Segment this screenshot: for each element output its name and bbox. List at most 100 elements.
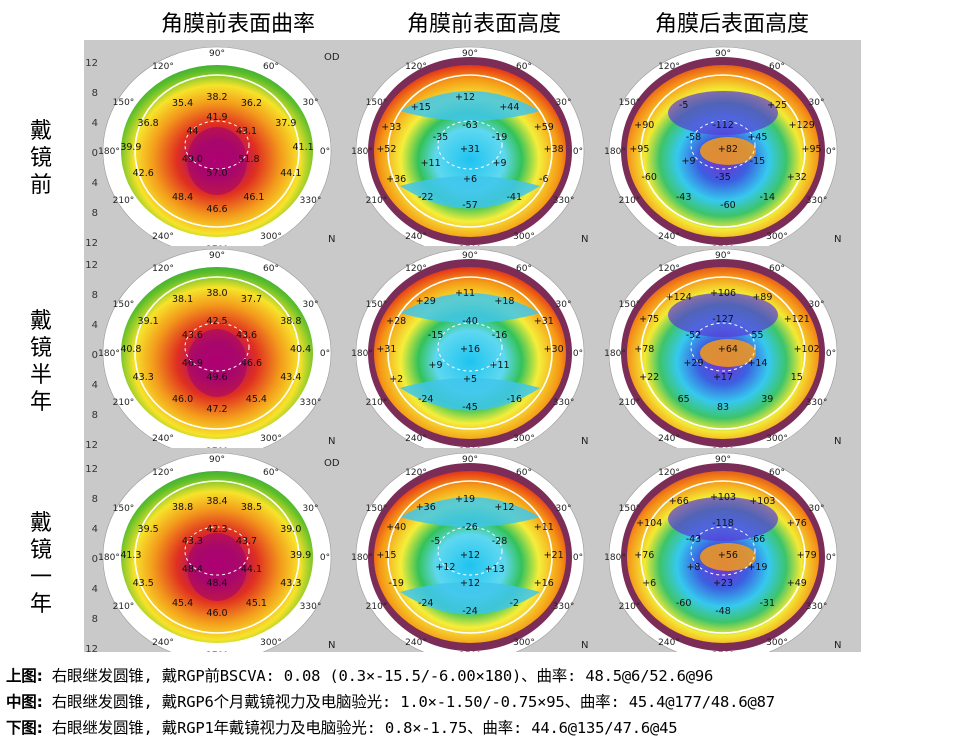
angle-label: 330° bbox=[553, 196, 575, 206]
angle-label: 330° bbox=[553, 398, 575, 408]
map-value-label: 39 bbox=[761, 394, 773, 405]
map-value-label: 36.8 bbox=[138, 118, 159, 129]
map-value-label: +56 bbox=[718, 550, 738, 561]
map-value-label: +49 bbox=[787, 578, 807, 589]
map-value-label: -48 bbox=[715, 606, 731, 617]
map-band-lower bbox=[400, 176, 540, 209]
map-value-label: +18 bbox=[494, 296, 514, 307]
map-pupil-circle bbox=[690, 526, 756, 576]
map-center-spot bbox=[700, 137, 756, 165]
angle-label: 180° bbox=[98, 147, 120, 157]
map-value-label: 36.2 bbox=[241, 98, 262, 109]
map-value-label: 43.4 bbox=[280, 372, 301, 383]
map-value-label: +15 bbox=[376, 550, 396, 561]
map-value-label: 37.9 bbox=[275, 118, 296, 129]
scale-tick: 0 bbox=[91, 554, 98, 565]
map-value-label: +13 bbox=[485, 564, 505, 575]
map-value-label: +102 bbox=[794, 344, 820, 355]
map-value-label: 43.5 bbox=[133, 578, 154, 589]
map-value-label: -6 bbox=[539, 174, 548, 185]
angle-label: 30° bbox=[809, 98, 825, 108]
scale-tick: 0 bbox=[91, 148, 98, 159]
map-value-label: +8 bbox=[686, 562, 700, 573]
angle-label: 90° bbox=[715, 49, 731, 59]
map-pupil-circle bbox=[690, 322, 756, 372]
map-value-label: +104 bbox=[636, 518, 662, 529]
topography-map: 90° 120° 60° 150° 30° 180° 0° 210° 330° 240° 300° 2… bbox=[85, 452, 340, 655]
map-value-label: 43.3 bbox=[280, 578, 301, 589]
map-value-label: 42.5 bbox=[206, 316, 227, 327]
scale-tick: 8 bbox=[91, 410, 98, 421]
map-value-label: 39.1 bbox=[138, 316, 159, 327]
map-value-label: +40 bbox=[386, 522, 406, 533]
topography-map: 90° 120° 60° 150° 30° 180° 0° 210° 330° 240° 300° 2… bbox=[347, 452, 593, 652]
angle-label: 240° bbox=[405, 232, 427, 242]
angle-label: 90° bbox=[715, 251, 731, 261]
angle-label: 270° bbox=[459, 245, 481, 246]
map-svg: 90° 120° 60° 150° 30° 180° 0° 210° 330° 240° 300° 2… bbox=[351, 46, 588, 246]
map-value-label: 46.0 bbox=[172, 394, 193, 405]
angle-label: 240° bbox=[152, 638, 174, 648]
map-value-label: 38.5 bbox=[241, 502, 262, 513]
map-value-label: +79 bbox=[797, 550, 817, 561]
map-white-circle bbox=[640, 276, 806, 430]
angle-label: 240° bbox=[405, 638, 427, 648]
map-white-circle bbox=[640, 480, 806, 634]
map-value-label: +22 bbox=[639, 372, 659, 383]
map-value-label: -60 bbox=[676, 598, 692, 609]
map-value-label: +129 bbox=[789, 120, 815, 131]
angle-label: 150° bbox=[619, 300, 641, 310]
map-value-label: 39.5 bbox=[138, 524, 159, 535]
angle-label: 210° bbox=[113, 196, 135, 206]
map-value-label: +14 bbox=[747, 358, 767, 369]
map-value-label: +12 bbox=[435, 562, 455, 573]
map-value-label: 46.1 bbox=[243, 192, 264, 203]
map-value-label: +19 bbox=[747, 562, 767, 573]
angle-label: 300° bbox=[766, 434, 788, 444]
scale-tick: 8 bbox=[91, 614, 98, 625]
map-value-label: 45.4 bbox=[246, 394, 267, 405]
map-value-label: +45 bbox=[747, 132, 767, 143]
map-value-label: 44 bbox=[186, 126, 198, 137]
angle-label: 60° bbox=[263, 468, 279, 478]
angle-label: 180° bbox=[604, 349, 626, 359]
topography-grid: 90°120°60°150°30°180°0°210°330°240°300°2… bbox=[84, 40, 861, 655]
angle-label: 60° bbox=[769, 62, 785, 72]
map-value-label: 43.7 bbox=[236, 536, 257, 547]
map-value-label: -22 bbox=[418, 192, 434, 203]
topography-map: 90° 120° 60° 150° 30° 180° 0° 210° 330° 240° 300° 2… bbox=[600, 46, 846, 246]
angle-label: 300° bbox=[513, 638, 535, 648]
map-value-label: -57 bbox=[462, 200, 478, 211]
map-value-label: 51.8 bbox=[238, 154, 259, 165]
map-value-label: 43.1 bbox=[236, 126, 257, 137]
map-value-label: +6 bbox=[463, 174, 477, 185]
map-value-label: 46.9 bbox=[182, 358, 203, 369]
scale-tick: 8 bbox=[91, 494, 98, 505]
map-value-label: 38.1 bbox=[172, 294, 193, 305]
map-value-label: 41.1 bbox=[293, 142, 314, 153]
map-value-label: +12 bbox=[494, 502, 514, 513]
map-value-label: +64 bbox=[718, 344, 738, 355]
angle-label: 150° bbox=[113, 504, 135, 514]
map-band-lower bbox=[400, 378, 540, 411]
map-value-label: 65 bbox=[678, 394, 690, 405]
angle-label: 180° bbox=[98, 349, 120, 359]
map-value-label: -31 bbox=[760, 598, 776, 609]
map-value-label: +31 bbox=[376, 344, 396, 355]
angle-label: 270° bbox=[712, 245, 734, 246]
map-value-label: +124 bbox=[666, 292, 692, 303]
map-pupil-circle bbox=[437, 322, 503, 372]
map-value-label: -2 bbox=[510, 598, 519, 609]
nasal-label: N bbox=[581, 234, 588, 245]
map-value-label: +106 bbox=[710, 288, 736, 299]
map-value-label: -35 bbox=[433, 132, 449, 143]
scale-tick: 12 bbox=[85, 464, 98, 475]
eye-label-od: OD bbox=[324, 52, 340, 63]
map-value-label: -58 bbox=[686, 132, 702, 143]
nasal-label: N bbox=[834, 234, 841, 245]
map-svg: 90° 120° 60° 150° 30° 180° 0° 210° 330° 240° 300° 2… bbox=[604, 248, 841, 448]
angle-label: 210° bbox=[366, 196, 388, 206]
scale-tick: 8 bbox=[91, 290, 98, 301]
map-value-label: +95 bbox=[629, 144, 649, 155]
scale-tick: 12 bbox=[85, 260, 98, 271]
